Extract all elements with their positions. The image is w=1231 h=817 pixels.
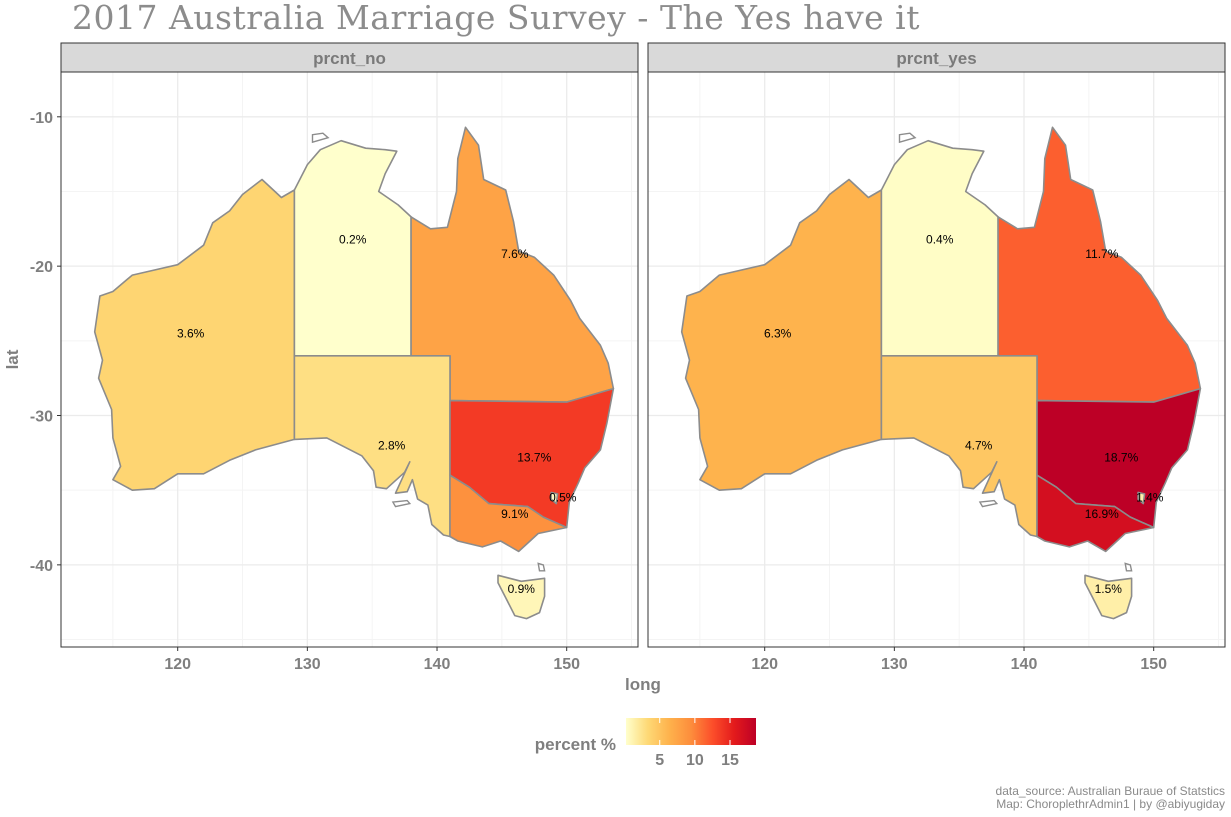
legend: percent % 5 10 15 [535,718,756,769]
x-tick-label: 150 [1140,656,1167,673]
region-tasmania [497,574,546,620]
y-tick-label: -30 [30,409,53,426]
region-label-northern-territory: 0.2% [339,232,367,246]
island-outline [1124,562,1133,572]
region-western-australia [93,178,296,492]
caption-line: data_source: Australian Buraue of Statst… [996,784,1225,798]
region-western-australia [680,178,883,492]
facet-strip-label: prcnt_no [313,49,386,68]
legend-tick-label: 15 [721,752,739,769]
region-australian-capital-territory [550,491,559,505]
region-label-south-australia: 4.7% [965,438,993,452]
x-tick-label: 120 [751,656,778,673]
x-tick-label: 120 [164,656,191,673]
y-tick-label: -40 [30,558,53,575]
region-australian-capital-territory [1137,491,1146,505]
region-victoria [449,474,568,553]
panel-prcnt-no: prcnt_no 3.6% 0.2% 7.6% 2.8% 13.7% 9.1% 0.5% 0.9… [60,42,639,648]
x-tick-label: 140 [424,656,451,673]
region-label-australian-capital-territory: 0.5% [549,491,577,505]
region-label-tasmania: 0.9% [508,582,536,596]
region-label-western-australia: 3.6% [177,326,205,340]
region-label-northern-territory: 0.4% [926,232,954,246]
y-tick-label: -10 [30,110,53,127]
island-outline [978,499,999,508]
region-label-south-australia: 2.8% [378,438,406,452]
x-tick-label: 130 [881,656,908,673]
region-label-victoria: 16.9% [1085,507,1119,521]
region-label-victoria: 9.1% [501,507,529,521]
legend-title: percent % [535,735,616,754]
caption: data_source: Australian Buraue of Statst… [996,784,1225,811]
y-tick-label: -20 [30,259,53,276]
panel-prcnt-yes: prcnt_yes 6.3% 0.4% 11.7% 4.7% 18.7% 16.9% 1.4%… [647,42,1226,648]
x-axis-title: long [625,675,661,694]
facet-strip [60,42,639,73]
region-northern-territory [880,139,999,357]
region-label-tasmania: 1.5% [1095,582,1123,596]
region-tasmania [1084,574,1133,620]
x-tick-label: 140 [1011,656,1038,673]
x-axis: 120 130 140 150 120 130 140 150 long [164,647,1167,694]
island-outline [391,499,412,508]
y-axis: -10 -20 -30 -40 lat [3,110,61,575]
region-south-australia [880,354,1038,538]
facet-strip-label: prcnt_yes [896,49,976,68]
region-label-queensland: 7.6% [501,247,529,261]
legend-colorbar [626,718,756,745]
region-south-australia [293,354,451,538]
region-victoria [1036,474,1155,553]
island-outline [311,132,330,144]
region-label-new-south-wales: 18.7% [1104,450,1138,464]
region-label-new-south-wales: 13.7% [517,450,551,464]
island-outline [898,132,917,144]
panel-border [60,71,639,648]
region-northern-territory [293,139,412,357]
x-tick-label: 130 [294,656,321,673]
island-outline [537,562,546,572]
legend-tick-label: 5 [655,752,664,769]
region-label-queensland: 11.7% [1085,247,1118,261]
x-tick-label: 150 [553,656,580,673]
panel-border [647,71,1226,648]
legend-tick-label: 10 [686,752,704,769]
chart-title: 2017 Australia Marriage Survey - The Yes… [72,0,921,37]
caption-line: Map: ChoroplethrAdmin1 | by @abiyugiday [996,797,1225,811]
region-label-western-australia: 6.3% [764,326,792,340]
y-axis-title: lat [3,349,22,369]
region-label-australian-capital-territory: 1.4% [1136,491,1164,505]
